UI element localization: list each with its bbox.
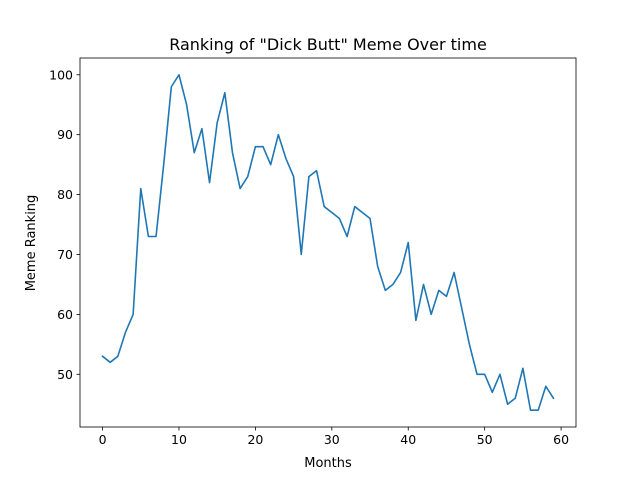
x-tick-label: 20 <box>247 432 263 447</box>
y-tick-label: 70 <box>57 247 73 262</box>
x-tick-label: 60 <box>553 432 569 447</box>
x-tick-label: 50 <box>477 432 493 447</box>
axes-frame <box>79 57 577 428</box>
y-tick-label: 60 <box>57 307 73 322</box>
x-tick-label: 10 <box>171 432 187 447</box>
series-line-0 <box>101 73 555 412</box>
x-tick-label: 30 <box>324 432 340 447</box>
y-tick-label: 50 <box>57 367 73 382</box>
plot-area: 0 10 20 30 40 50 60 50 60 70 80 90 100 <box>49 57 577 447</box>
y-tick-label: 90 <box>57 127 73 142</box>
y-tick-label: 80 <box>57 187 73 202</box>
y-tick-label: 100 <box>49 67 73 82</box>
x-tick-label: 40 <box>400 432 416 447</box>
x-tick-label: 0 <box>99 432 107 447</box>
chart-title: Ranking of "Dick Butt" Meme Over time <box>169 35 487 54</box>
y-axis-label: Meme Ranking <box>24 195 39 292</box>
x-axis-label: Months <box>304 456 352 471</box>
